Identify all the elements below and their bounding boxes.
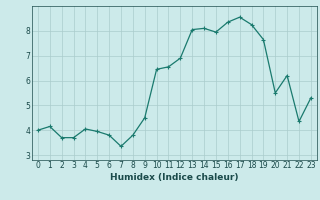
- X-axis label: Humidex (Indice chaleur): Humidex (Indice chaleur): [110, 173, 239, 182]
